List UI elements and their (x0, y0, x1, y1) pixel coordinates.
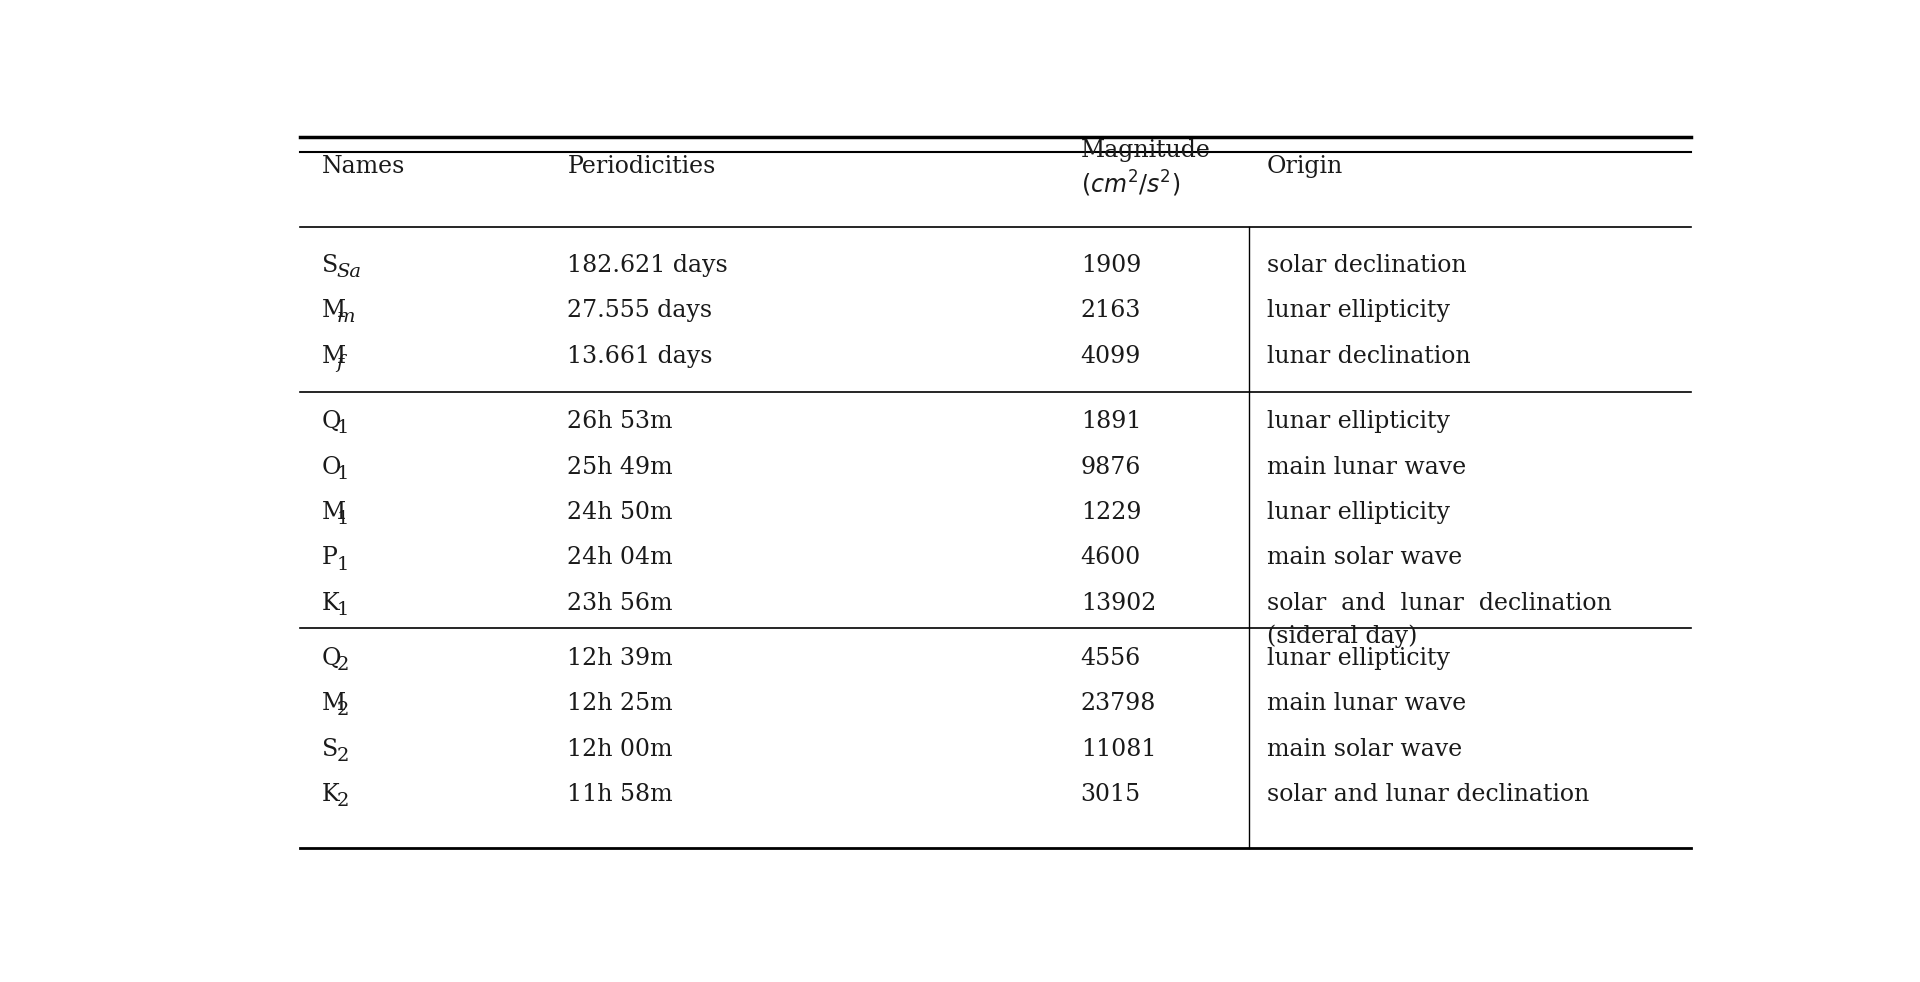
Text: Q: Q (323, 647, 342, 670)
Text: lunar ellipticity: lunar ellipticity (1267, 647, 1450, 670)
Text: 1: 1 (336, 601, 349, 619)
Text: 1: 1 (336, 464, 349, 483)
Text: m: m (336, 308, 355, 326)
Text: S: S (323, 737, 338, 761)
Text: 12h 25m: 12h 25m (568, 692, 674, 715)
Text: main solar wave: main solar wave (1267, 546, 1461, 570)
Text: 4099: 4099 (1081, 345, 1140, 367)
Text: 12h 00m: 12h 00m (568, 737, 672, 761)
Text: solar and lunar declination: solar and lunar declination (1267, 783, 1590, 806)
Text: M: M (323, 300, 346, 322)
Text: 4600: 4600 (1081, 546, 1140, 570)
Text: Q: Q (323, 410, 342, 433)
Text: Names: Names (323, 155, 405, 179)
Text: 2: 2 (336, 792, 349, 810)
Text: f: f (336, 354, 344, 371)
Text: 1891: 1891 (1081, 410, 1140, 433)
Text: Periodicities: Periodicities (568, 155, 716, 179)
Text: S: S (323, 253, 338, 277)
Text: 26h 53m: 26h 53m (568, 410, 672, 433)
Text: main lunar wave: main lunar wave (1267, 456, 1467, 478)
Text: 1909: 1909 (1081, 253, 1140, 277)
Text: 4556: 4556 (1081, 647, 1140, 670)
Text: 3015: 3015 (1081, 783, 1140, 806)
Text: 11h 58m: 11h 58m (568, 783, 674, 806)
Text: $(cm^2/s^2)$: $(cm^2/s^2)$ (1081, 169, 1181, 198)
Text: solar declination: solar declination (1267, 253, 1467, 277)
Text: lunar ellipticity: lunar ellipticity (1267, 300, 1450, 322)
Text: O: O (323, 456, 342, 478)
Text: 11081: 11081 (1081, 737, 1156, 761)
Text: lunar ellipticity: lunar ellipticity (1267, 410, 1450, 433)
Text: 2: 2 (336, 656, 349, 674)
Text: 2: 2 (336, 747, 349, 765)
Text: M: M (323, 692, 346, 715)
Text: 13.661 days: 13.661 days (568, 345, 712, 367)
Text: 2163: 2163 (1081, 300, 1140, 322)
Text: 9876: 9876 (1081, 456, 1140, 478)
Text: K: K (323, 783, 340, 806)
Text: Magnitude: Magnitude (1081, 138, 1212, 162)
Text: main lunar wave: main lunar wave (1267, 692, 1467, 715)
Text: 182.621 days: 182.621 days (568, 253, 728, 277)
Text: 24h 04m: 24h 04m (568, 546, 674, 570)
Text: (sideral day): (sideral day) (1267, 624, 1417, 647)
Text: 25h 49m: 25h 49m (568, 456, 674, 478)
Text: M: M (323, 345, 346, 367)
Text: 13902: 13902 (1081, 592, 1156, 615)
Text: M: M (323, 501, 346, 524)
Text: K: K (323, 592, 340, 615)
Text: Origin: Origin (1267, 155, 1342, 179)
Text: lunar declination: lunar declination (1267, 345, 1471, 367)
Text: 24h 50m: 24h 50m (568, 501, 672, 524)
Text: 27.555 days: 27.555 days (568, 300, 712, 322)
Text: 12h 39m: 12h 39m (568, 647, 674, 670)
Text: lunar ellipticity: lunar ellipticity (1267, 501, 1450, 524)
Text: 23h 56m: 23h 56m (568, 592, 672, 615)
Text: main solar wave: main solar wave (1267, 737, 1461, 761)
Text: 1: 1 (336, 556, 349, 573)
Text: solar  and  lunar  declination: solar and lunar declination (1267, 592, 1611, 615)
Text: 1: 1 (336, 419, 349, 437)
Text: P: P (323, 546, 338, 570)
Text: 1: 1 (336, 511, 349, 528)
Text: 2: 2 (336, 701, 349, 720)
Text: 1229: 1229 (1081, 501, 1140, 524)
Text: Sa: Sa (336, 263, 361, 281)
Text: 23798: 23798 (1081, 692, 1156, 715)
